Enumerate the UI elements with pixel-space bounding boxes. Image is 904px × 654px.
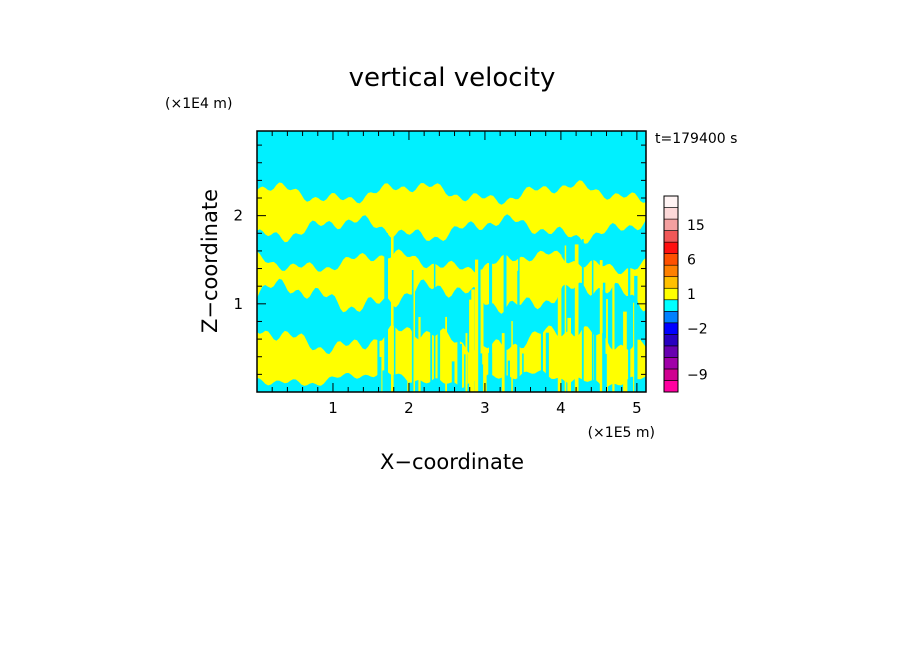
convective-streak xyxy=(511,321,513,392)
colorbar-frame xyxy=(663,195,679,393)
convective-streak xyxy=(503,237,507,392)
colorbar-level xyxy=(663,345,679,358)
convective-streak xyxy=(384,326,388,392)
convective-streak xyxy=(606,299,608,392)
convective-streak xyxy=(457,303,460,392)
convective-streak xyxy=(445,316,447,392)
convective-streak xyxy=(437,308,441,392)
y-tick-label: 1 xyxy=(233,295,243,313)
convective-streak xyxy=(378,357,382,392)
colorbar-level xyxy=(663,380,679,393)
updraft-region xyxy=(257,249,646,314)
convective-streak xyxy=(634,275,638,392)
convective-streak xyxy=(384,233,388,392)
colorbar-label: −9 xyxy=(687,368,708,384)
x-axis-label: X−coordinate xyxy=(380,450,524,474)
colorbar-level xyxy=(663,241,679,254)
convective-streak xyxy=(481,364,485,392)
colorbar-level xyxy=(663,368,679,381)
convective-streak xyxy=(430,310,432,392)
plot-frame xyxy=(256,130,647,393)
colorbar: −9 −2 1 6 15 xyxy=(663,195,708,393)
colorbar-level xyxy=(663,218,679,231)
convective-streak xyxy=(469,299,473,392)
convective-streak xyxy=(522,353,524,392)
convective-streak xyxy=(581,239,584,392)
y-axis-label: Z−coordinate xyxy=(198,189,222,333)
colorbar-label: 15 xyxy=(687,218,705,234)
convective-streak xyxy=(557,254,562,392)
colorbar-label: 1 xyxy=(687,287,696,303)
convective-streak xyxy=(518,238,520,392)
colorbar-level xyxy=(663,299,679,312)
convective-streak xyxy=(599,260,603,392)
convective-streak xyxy=(507,360,510,392)
colorbar-level xyxy=(663,334,679,347)
x-tick-label: 4 xyxy=(556,399,566,417)
contour-field xyxy=(257,131,646,392)
convective-streak xyxy=(380,354,383,392)
colorbar-level xyxy=(663,195,679,208)
convective-streak xyxy=(407,342,409,392)
convective-streak xyxy=(605,353,607,392)
convective-streak xyxy=(471,289,475,392)
colorbar-label: 6 xyxy=(687,252,696,268)
y-unit-label: (×1E4 m) xyxy=(165,96,232,112)
convective-streak xyxy=(451,361,455,392)
convective-streak xyxy=(501,333,505,392)
y-axis: 12 xyxy=(233,144,646,393)
convective-streak xyxy=(574,244,579,392)
convective-streak xyxy=(564,245,567,392)
convective-streak xyxy=(391,228,394,392)
x-tick-label: 5 xyxy=(632,399,642,417)
convective-streak xyxy=(628,240,631,392)
x-tick-label: 2 xyxy=(404,399,414,417)
colorbar-level xyxy=(663,276,679,289)
convective-streak xyxy=(477,258,481,392)
convective-streak xyxy=(465,333,468,392)
y-tick-label: 2 xyxy=(233,207,243,225)
colorbar-label: −2 xyxy=(687,322,708,338)
convective-streak xyxy=(489,241,493,392)
convective-streak xyxy=(475,259,479,392)
convective-streak xyxy=(591,246,594,392)
convective-streak xyxy=(567,317,571,392)
convective-streak xyxy=(458,343,462,392)
convective-streak xyxy=(411,270,414,392)
convective-streak xyxy=(623,311,627,392)
convective-streak xyxy=(393,308,396,392)
convective-streak xyxy=(433,260,436,392)
colorbar-level xyxy=(663,264,679,278)
convective-streak xyxy=(612,281,615,392)
colorbar-level xyxy=(663,253,679,266)
colorbar-level xyxy=(663,310,679,324)
convective-streak xyxy=(602,333,606,392)
convective-streak xyxy=(480,269,484,392)
convective-streak xyxy=(593,302,597,392)
convective-streak xyxy=(545,332,549,392)
colorbar-level xyxy=(663,357,679,370)
convective-streak xyxy=(480,353,483,392)
updraft-region xyxy=(257,180,646,244)
time-label: t=179400 s xyxy=(655,131,737,147)
convective-streak xyxy=(483,348,487,392)
convective-streak xyxy=(418,317,421,392)
x-tick-label: 1 xyxy=(328,399,338,417)
chart-title: vertical velocity xyxy=(349,63,556,93)
x-axis: 1 2 3 4 5 xyxy=(256,131,642,417)
x-tick-label: 3 xyxy=(480,399,490,417)
convective-streak xyxy=(633,302,635,392)
colorbar-level xyxy=(663,322,679,335)
colorbar-level xyxy=(663,287,679,301)
colorbar-level xyxy=(663,207,679,220)
convective-streak xyxy=(377,319,380,392)
colorbar-level xyxy=(663,230,679,243)
x-unit-label: (×1E5 m) xyxy=(588,425,655,441)
convective-streak xyxy=(540,327,543,392)
